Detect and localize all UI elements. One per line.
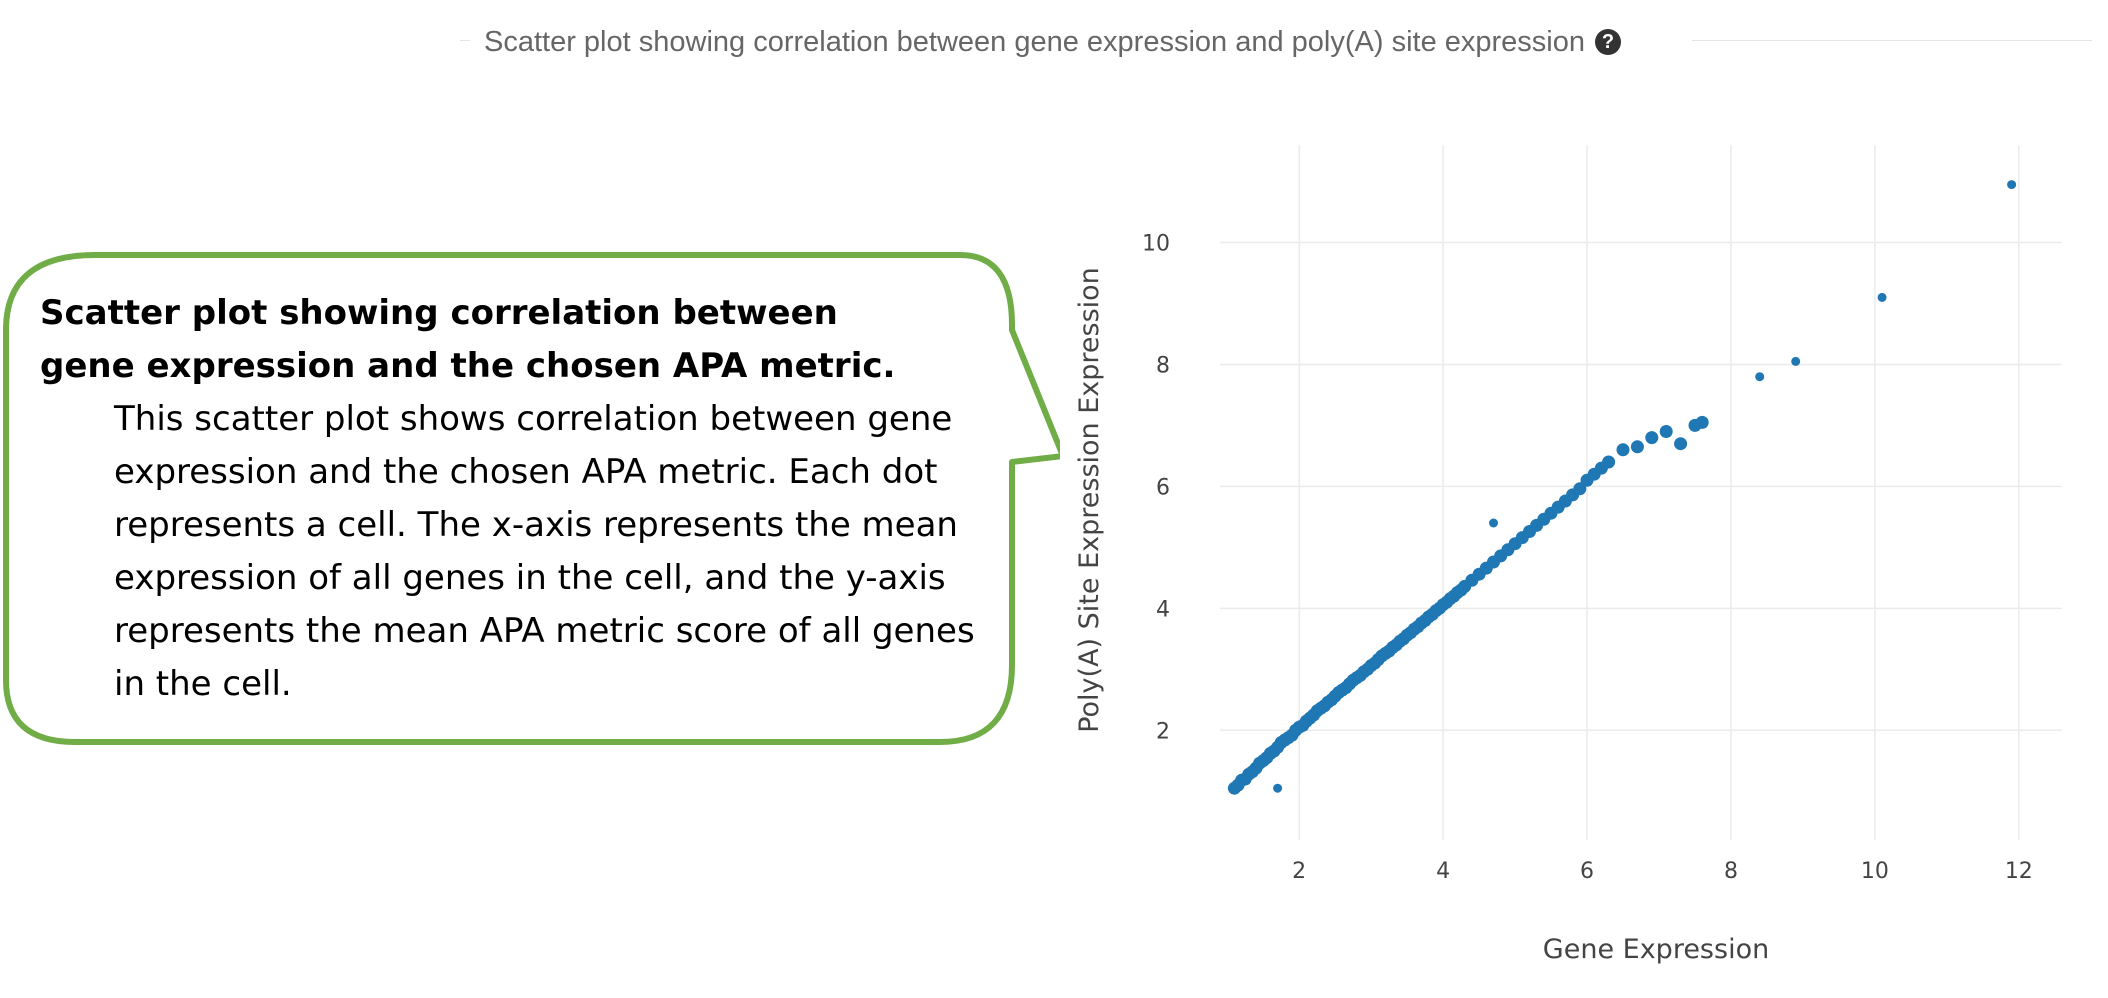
data-point xyxy=(1602,455,1616,469)
grid-layer xyxy=(1220,145,2062,840)
data-point xyxy=(1630,440,1644,454)
x-tick-label: 4 xyxy=(1436,859,1450,884)
callout-content: Scatter plot showing correlation between… xyxy=(40,287,1000,711)
y-tick-label: 10 xyxy=(1142,232,1170,257)
data-point xyxy=(1659,425,1673,438)
y-tick-label: 4 xyxy=(1156,597,1170,622)
y-tick-label: 6 xyxy=(1156,475,1170,500)
page-title: Scatter plot showing correlation between… xyxy=(484,22,1674,62)
data-point xyxy=(1695,415,1709,429)
data-point xyxy=(1791,356,1801,366)
x-tick-label: 8 xyxy=(1724,859,1738,884)
x-tick-label: 6 xyxy=(1580,859,1594,884)
data-point xyxy=(1755,372,1765,382)
y-tick-label: 2 xyxy=(1156,719,1170,744)
data-point xyxy=(1616,443,1630,457)
x-tick-label: 2 xyxy=(1292,859,1306,884)
point-layer xyxy=(1227,180,2017,795)
data-point xyxy=(1273,783,1283,793)
callout-body: This scatter plot shows correlation betw… xyxy=(114,399,975,704)
x-axis-title: Gene Expression xyxy=(1543,934,1769,965)
page-title-text: Scatter plot showing correlation between… xyxy=(484,25,1586,58)
callout-bubble xyxy=(3,252,1060,745)
y-tick-label: 8 xyxy=(1156,353,1170,378)
header-rule-left xyxy=(460,40,470,41)
data-point xyxy=(1877,292,1887,302)
data-point xyxy=(1674,437,1688,451)
question-circle-icon[interactable]: ? xyxy=(1595,29,1622,55)
header-rule-right xyxy=(1692,40,2092,41)
y-axis-title: Poly(A) Site Expression Expression xyxy=(1074,267,1105,733)
data-point xyxy=(1489,518,1498,528)
x-tick-label: 10 xyxy=(1861,859,1889,884)
callout-heading: Scatter plot showing correlation between… xyxy=(40,293,896,386)
tick-layer: 2 4 6 8 10 12 2 4 6 8 10 xyxy=(1142,232,2033,884)
x-tick-label: 12 xyxy=(2005,859,2033,884)
data-point xyxy=(1573,482,1587,496)
data-point xyxy=(2007,180,2017,190)
callout-border xyxy=(3,252,1060,745)
data-point xyxy=(1645,431,1659,445)
